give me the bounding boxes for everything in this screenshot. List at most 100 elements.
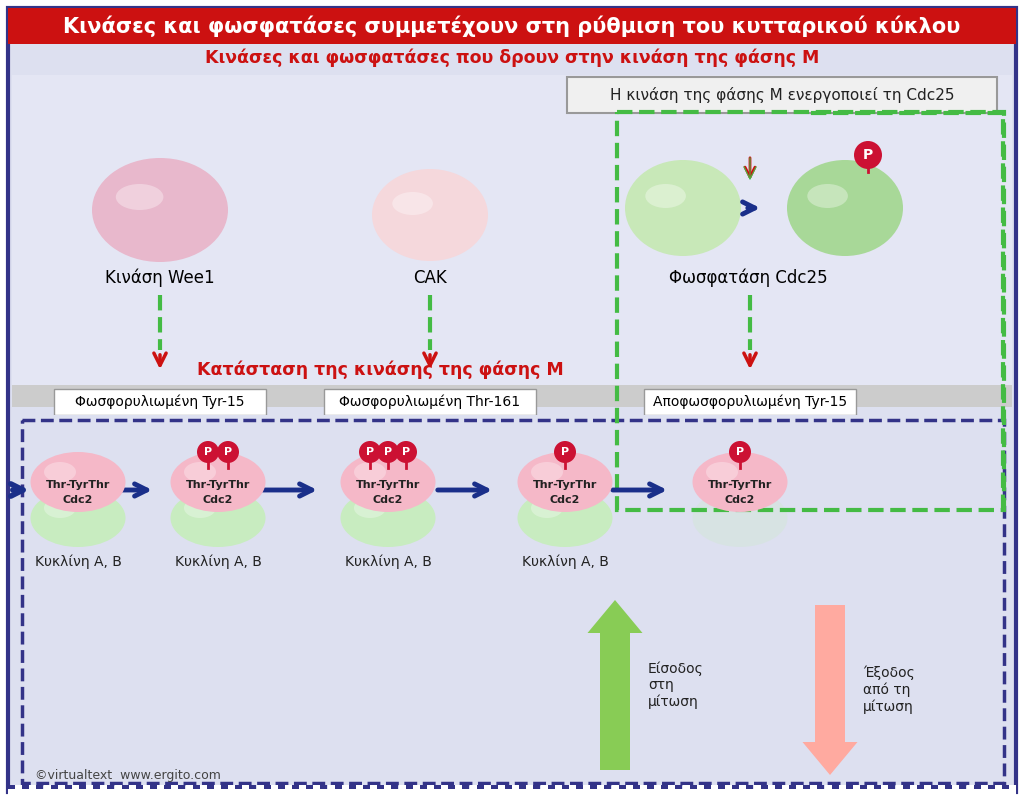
Bar: [575, 785, 583, 795]
Bar: [952, 785, 959, 795]
Bar: [115, 785, 122, 795]
Bar: [12, 385, 1012, 407]
Text: P: P: [204, 447, 212, 457]
Bar: [43, 785, 50, 795]
Circle shape: [197, 441, 219, 463]
Ellipse shape: [31, 489, 126, 547]
Ellipse shape: [184, 498, 216, 518]
Circle shape: [729, 441, 751, 463]
Bar: [157, 785, 164, 795]
Bar: [617, 112, 1004, 510]
Bar: [909, 785, 916, 795]
Bar: [739, 785, 746, 795]
Text: Αποφωσφορυλιωμένη Tyr-15: Αποφωσφορυλιωμένη Tyr-15: [653, 394, 847, 410]
Text: Cdc2: Cdc2: [203, 495, 233, 505]
Ellipse shape: [171, 452, 265, 512]
Bar: [505, 785, 512, 795]
Bar: [79, 785, 86, 795]
Bar: [683, 785, 689, 795]
Bar: [441, 785, 449, 795]
Circle shape: [359, 441, 381, 463]
Bar: [824, 785, 831, 795]
Polygon shape: [588, 600, 642, 633]
Bar: [633, 785, 640, 795]
Bar: [299, 785, 306, 795]
Bar: [618, 785, 626, 795]
Bar: [384, 785, 391, 795]
Bar: [604, 785, 611, 795]
Text: Thr-TyrThr: Thr-TyrThr: [532, 480, 597, 490]
Bar: [817, 785, 824, 795]
Bar: [207, 785, 214, 795]
Bar: [860, 785, 867, 795]
Bar: [967, 785, 974, 795]
Bar: [703, 785, 711, 795]
Bar: [356, 785, 362, 795]
Bar: [12, 415, 1012, 788]
Bar: [469, 785, 476, 795]
Text: Είσοδος
στη
μίτωση: Είσοδος στη μίτωση: [648, 662, 703, 709]
Bar: [803, 785, 810, 795]
Ellipse shape: [116, 184, 164, 210]
Text: P: P: [561, 447, 569, 457]
Ellipse shape: [184, 462, 216, 482]
Bar: [519, 785, 526, 795]
Bar: [150, 785, 157, 795]
Bar: [256, 785, 263, 795]
Bar: [626, 785, 633, 795]
Bar: [8, 8, 1016, 44]
Text: Thr-TyrThr: Thr-TyrThr: [355, 480, 420, 490]
Bar: [86, 785, 93, 795]
Circle shape: [395, 441, 417, 463]
Ellipse shape: [692, 489, 787, 547]
Bar: [995, 785, 1001, 795]
Bar: [569, 785, 575, 795]
Bar: [321, 785, 328, 795]
Bar: [1002, 785, 1009, 795]
Bar: [122, 785, 129, 795]
Ellipse shape: [692, 452, 787, 512]
Bar: [65, 785, 72, 795]
Ellipse shape: [171, 489, 265, 547]
Bar: [938, 785, 945, 795]
Text: Φωσφορυλιωμένη Thr-161: Φωσφορυλιωμένη Thr-161: [339, 394, 520, 410]
Bar: [490, 785, 498, 795]
Bar: [810, 785, 817, 795]
Text: Thr-TyrThr: Thr-TyrThr: [708, 480, 772, 490]
Bar: [456, 785, 462, 795]
Bar: [406, 785, 413, 795]
Bar: [200, 785, 207, 795]
Text: P: P: [224, 447, 232, 457]
Text: P: P: [402, 447, 410, 457]
Bar: [8, 789, 1016, 799]
Bar: [562, 785, 568, 795]
Bar: [449, 785, 456, 795]
Bar: [476, 785, 483, 795]
Text: Κινάσες και φωσφατάσες συμμετέχουν στη ρύθμιση του κυτταρικού κύκλου: Κινάσες και φωσφατάσες συμμετέχουν στη ρ…: [63, 15, 961, 37]
Text: Cdc2: Cdc2: [62, 495, 93, 505]
Bar: [377, 785, 384, 795]
Circle shape: [854, 141, 882, 169]
Ellipse shape: [392, 192, 433, 215]
Ellipse shape: [517, 452, 612, 512]
Bar: [548, 785, 555, 795]
Bar: [815, 605, 845, 745]
Text: P: P: [384, 447, 392, 457]
Bar: [988, 785, 994, 795]
Circle shape: [377, 441, 399, 463]
Bar: [689, 785, 696, 795]
Text: Η κινάση της φάσης Μ ενεργοποιεί τη Cdc25: Η κινάση της φάσης Μ ενεργοποιεί τη Cdc2…: [609, 87, 954, 103]
Bar: [732, 785, 739, 795]
Text: Κυκλίνη Α, Β: Κυκλίνη Α, Β: [174, 554, 261, 570]
Bar: [600, 630, 630, 770]
Bar: [662, 785, 669, 795]
Ellipse shape: [354, 462, 386, 482]
Ellipse shape: [807, 184, 848, 208]
Bar: [725, 785, 732, 795]
Bar: [775, 785, 781, 795]
Bar: [718, 785, 725, 795]
Text: Κυκλίνη Α, Β: Κυκλίνη Α, Β: [521, 554, 608, 570]
Bar: [640, 785, 647, 795]
Bar: [541, 785, 548, 795]
FancyBboxPatch shape: [567, 77, 997, 113]
